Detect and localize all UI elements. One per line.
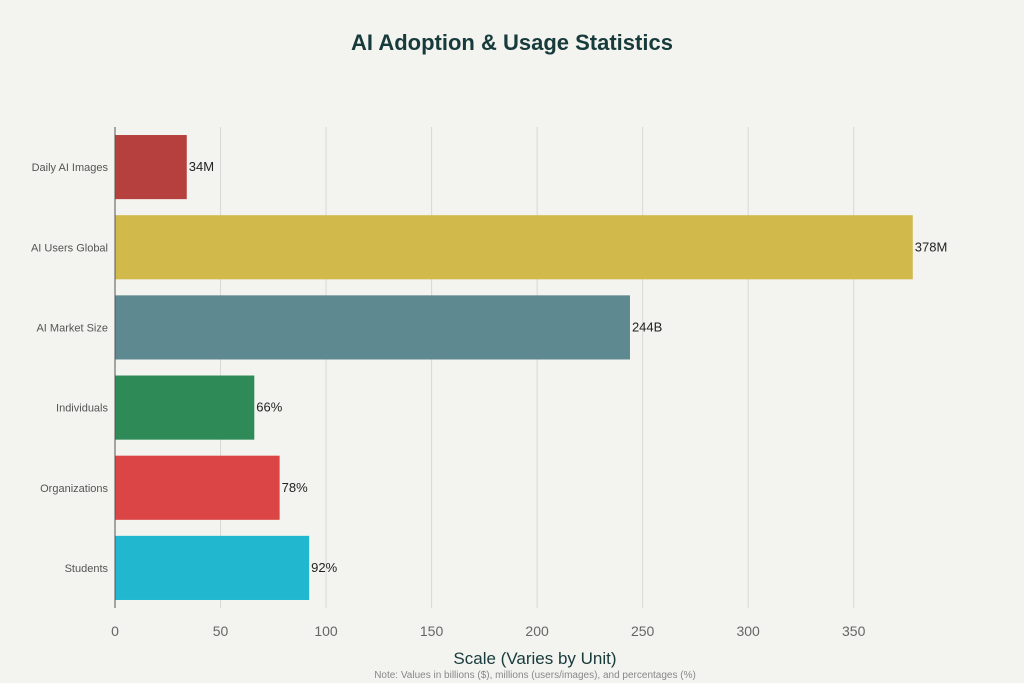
x-tick-label: 250 (631, 623, 655, 639)
x-axis-label: Scale (Varies by Unit) (453, 649, 616, 668)
y-axis-ticks: Daily AI Images AI Users Global AI Market … (31, 162, 109, 575)
y-tick-label: AI Market Size (36, 322, 108, 334)
y-tick-label: Individuals (56, 403, 108, 415)
bar (115, 215, 913, 280)
x-tick-label: 150 (420, 623, 444, 639)
data-label: 34M (189, 159, 214, 174)
data-label: 78% (282, 480, 308, 495)
data-label: 66% (256, 400, 282, 415)
chart-title: AI Adoption & Usage Statistics (351, 30, 673, 55)
x-tick-label: 350 (842, 623, 866, 639)
x-tick-label: 200 (525, 623, 549, 639)
bar (115, 455, 280, 520)
x-tick-label: 100 (314, 623, 338, 639)
x-tick-label: 50 (213, 623, 229, 639)
gridlines (220, 127, 855, 608)
bars: 34M 378M 244B 66% 78% 92% (115, 135, 947, 600)
bar (115, 375, 255, 440)
data-label: 244B (632, 319, 662, 334)
bar (115, 535, 310, 600)
x-tick-label: 0 (111, 623, 119, 639)
y-tick-label: Daily AI Images (32, 162, 109, 174)
x-axis-ticks: 0 50 100 150 200 250 300 350 (111, 623, 865, 639)
y-tick-label: Students (65, 563, 109, 575)
data-label: 92% (311, 560, 337, 575)
chart-note: Note: Values in billions ($), millions (… (374, 670, 696, 681)
bar (115, 295, 630, 360)
y-tick-label: AI Users Global (31, 242, 108, 254)
y-tick-label: Organizations (40, 483, 108, 495)
data-label: 378M (915, 239, 948, 254)
bar (115, 135, 187, 200)
x-tick-label: 300 (736, 623, 760, 639)
